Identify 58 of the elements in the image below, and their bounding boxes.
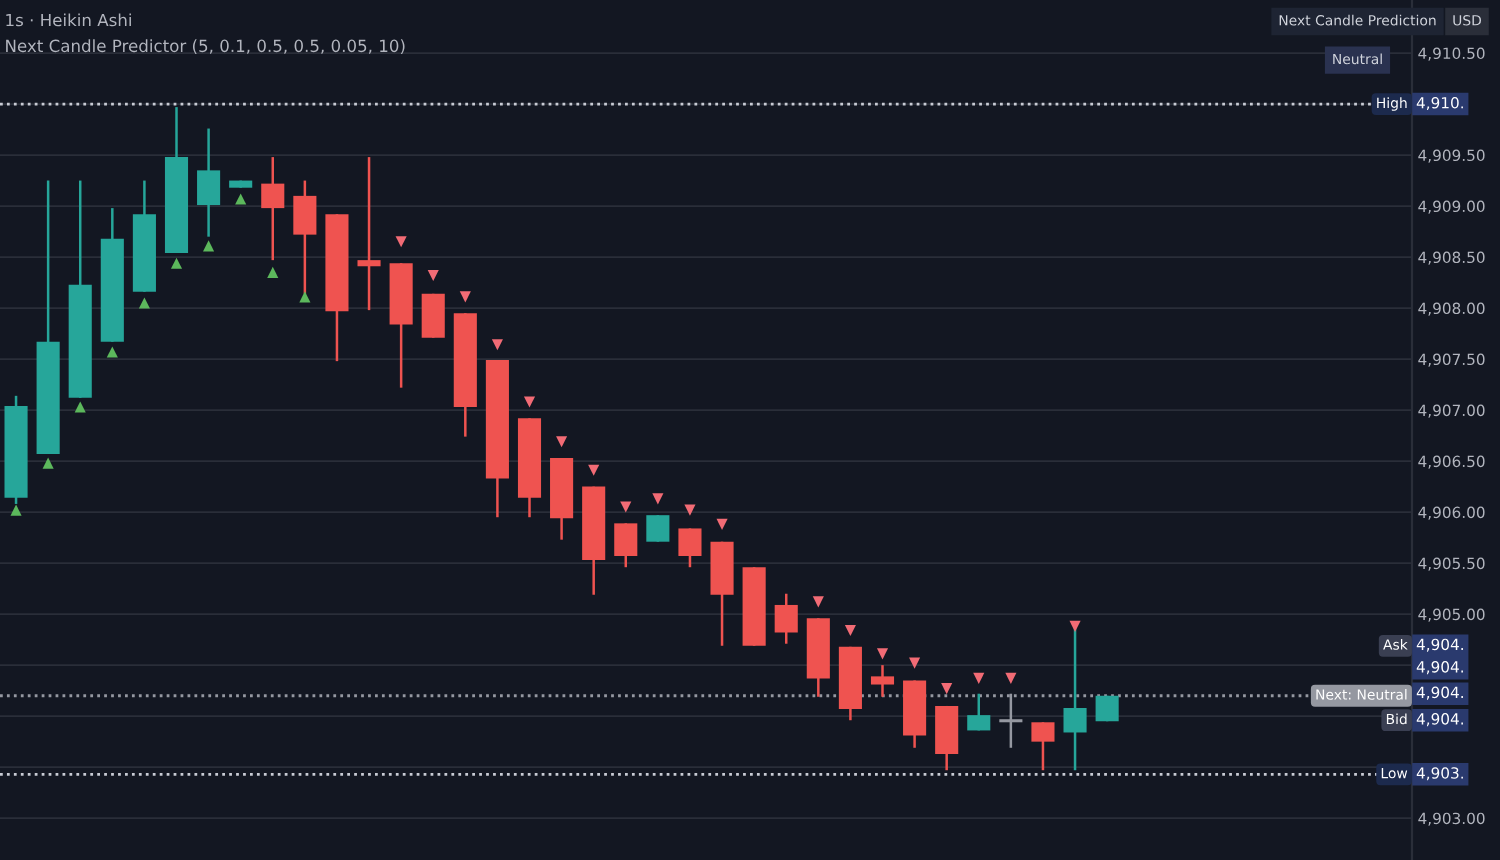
point xyxy=(138,297,150,309)
candlestick xyxy=(550,456,574,541)
candlestick xyxy=(485,358,509,519)
candlestick xyxy=(197,127,221,238)
point xyxy=(941,683,953,695)
candlestick xyxy=(357,155,381,312)
point xyxy=(491,339,503,351)
point xyxy=(10,504,22,516)
candlestick xyxy=(389,261,413,389)
candlestick xyxy=(903,679,927,750)
candlestick xyxy=(710,540,734,648)
candlestick xyxy=(132,179,156,294)
point xyxy=(588,464,600,476)
candlestick xyxy=(100,206,124,344)
point xyxy=(267,266,279,278)
point xyxy=(459,291,471,303)
point xyxy=(203,240,215,252)
candlestick xyxy=(774,592,798,645)
candlestick xyxy=(967,692,991,732)
candlestick xyxy=(1031,721,1055,772)
point xyxy=(909,657,921,669)
point xyxy=(42,457,54,469)
candlestick xyxy=(870,663,895,699)
candlestick xyxy=(325,212,349,363)
candlestick xyxy=(806,616,830,699)
point xyxy=(1005,672,1017,684)
point xyxy=(74,401,86,413)
candlestick xyxy=(517,417,542,519)
candlestick xyxy=(1095,694,1119,723)
text: 1s · Heikin Ashi xyxy=(6,13,131,27)
candlestick xyxy=(614,522,638,569)
point xyxy=(395,236,407,248)
candlestick xyxy=(838,645,862,722)
point xyxy=(106,346,118,358)
point xyxy=(876,648,889,660)
point xyxy=(523,396,536,408)
point xyxy=(684,504,696,516)
candlestick xyxy=(453,311,477,438)
point xyxy=(652,493,664,505)
point xyxy=(620,501,632,513)
candlestick xyxy=(261,155,285,262)
point xyxy=(844,624,856,637)
point xyxy=(812,596,824,608)
candlestick xyxy=(164,105,189,255)
point xyxy=(170,257,183,269)
point xyxy=(427,269,439,281)
candlestick xyxy=(646,513,670,543)
candlestick xyxy=(421,292,445,339)
candlestick xyxy=(68,179,92,400)
point xyxy=(556,436,568,448)
point xyxy=(716,518,728,530)
candlestick xyxy=(935,704,959,772)
point xyxy=(1069,620,1081,632)
candlestick xyxy=(582,485,606,597)
candlestick xyxy=(678,527,702,569)
candlestick xyxy=(742,565,766,648)
text: Next Candle Predictor (5, 0.1, 0.5, 0.5, 0.05, 10) xyxy=(6,39,405,55)
candlestick xyxy=(36,179,60,456)
